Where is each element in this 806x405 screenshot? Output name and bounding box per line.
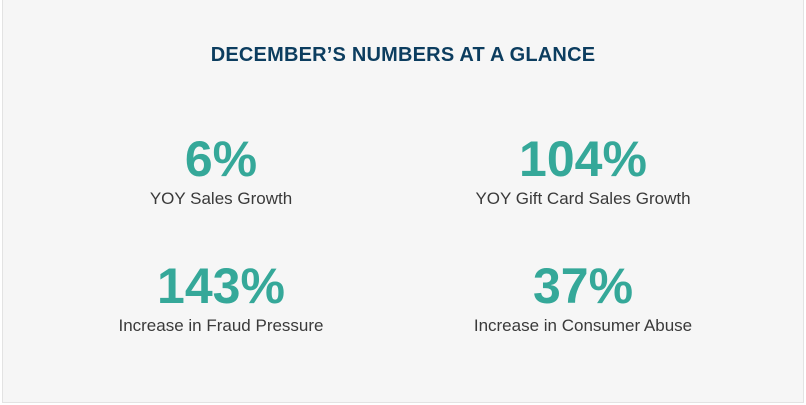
stat-gift-card-growth: 104% YOY Gift Card Sales Growth bbox=[403, 133, 763, 209]
stat-value: 37% bbox=[532, 258, 634, 314]
stat-label: Increase in Consumer Abuse bbox=[473, 316, 693, 335]
stat-sales-growth: 6% YOY Sales Growth bbox=[41, 133, 401, 209]
panel-title: DECEMBER’S NUMBERS AT A GLANCE bbox=[210, 44, 596, 66]
stat-fraud-pressure: 143% Increase in Fraud Pressure bbox=[41, 260, 401, 336]
stat-label: YOY Gift Card Sales Growth bbox=[475, 189, 691, 208]
stat-value: 6% bbox=[184, 131, 258, 187]
stat-consumer-abuse: 37% Increase in Consumer Abuse bbox=[403, 260, 763, 336]
stat-label: YOY Sales Growth bbox=[149, 189, 293, 208]
stat-label: Increase in Fraud Pressure bbox=[118, 316, 324, 335]
stat-value: 143% bbox=[157, 258, 285, 314]
stat-value: 104% bbox=[519, 131, 647, 187]
